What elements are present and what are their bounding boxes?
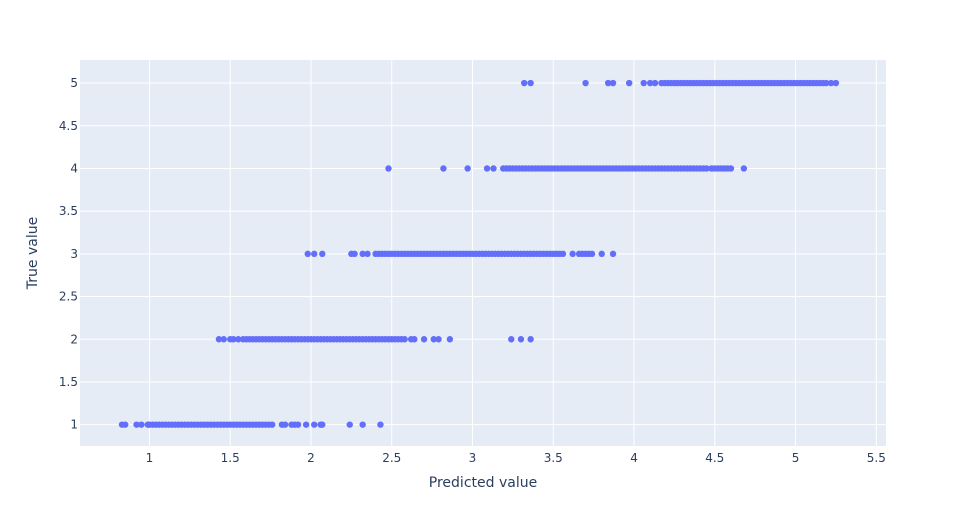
data-point <box>640 79 647 87</box>
data-point <box>319 250 326 258</box>
data-point <box>385 165 392 172</box>
data-point <box>377 421 384 428</box>
data-point <box>430 336 437 343</box>
y-tick-label: 5 <box>70 76 78 90</box>
x-tick-label: 1.5 <box>221 451 240 465</box>
data-point <box>823 79 830 87</box>
data-point <box>588 250 596 258</box>
y-tick-label: 4.5 <box>59 119 78 133</box>
data-point <box>133 421 140 428</box>
x-tick-label: 3 <box>469 451 477 465</box>
data-point <box>703 165 710 172</box>
data-point <box>582 79 589 87</box>
data-point <box>483 165 491 172</box>
data-point <box>464 165 471 172</box>
x-tick-label: 2 <box>307 451 315 465</box>
data-point <box>508 336 515 343</box>
data-point <box>359 421 366 428</box>
data-point <box>827 79 835 87</box>
y-axis-title: True value <box>25 217 41 290</box>
data-point <box>294 421 302 428</box>
y-axis-ticks: 1 1.5 2 2.5 3 3.5 4 4.5 5 <box>59 76 78 432</box>
data-point <box>411 336 418 343</box>
data-point <box>609 250 617 258</box>
data-point <box>122 421 129 428</box>
y-tick-label: 1 <box>70 418 78 432</box>
data-point <box>740 165 748 172</box>
x-tick-label: 2.5 <box>382 451 401 465</box>
data-point <box>651 79 659 87</box>
data-point <box>440 165 447 172</box>
data-point <box>346 421 353 428</box>
data-point <box>311 250 318 258</box>
y-tick-label: 2 <box>70 332 78 346</box>
data-point <box>598 250 605 258</box>
x-tick-label: 3.5 <box>544 451 563 465</box>
x-tick-label: 5.5 <box>867 451 886 465</box>
x-axis-title: Predicted value <box>429 475 537 491</box>
data-point <box>420 336 428 343</box>
data-point <box>401 336 408 343</box>
data-point <box>138 421 145 428</box>
y-tick-label: 4 <box>70 161 78 175</box>
data-point <box>359 250 366 258</box>
data-point <box>351 250 358 258</box>
y-tick-label: 3 <box>70 247 78 261</box>
data-point <box>235 336 242 343</box>
data-point <box>446 336 454 343</box>
data-point <box>569 250 576 258</box>
data-point <box>604 79 612 87</box>
data-point <box>220 336 227 343</box>
data-point <box>609 79 617 87</box>
data-point <box>646 79 654 87</box>
data-point <box>364 250 371 258</box>
data-point <box>304 250 311 258</box>
y-tick-label: 1.5 <box>59 375 78 389</box>
data-point <box>281 421 289 428</box>
data-point <box>311 421 318 428</box>
x-tick-label: 4 <box>630 451 638 465</box>
data-point <box>625 79 633 87</box>
data-point <box>269 421 276 428</box>
data-point <box>832 79 840 87</box>
data-points <box>118 79 840 428</box>
x-axis-ticks: 1 1.5 2 2.5 3 3.5 4 4.5 5 5.5 <box>146 451 886 465</box>
data-point <box>230 336 237 343</box>
data-point <box>517 336 525 343</box>
data-point <box>435 336 442 343</box>
data-point <box>215 336 223 343</box>
x-tick-label: 1 <box>146 451 154 465</box>
data-point <box>490 165 497 172</box>
data-point <box>319 421 326 428</box>
data-point <box>527 79 534 87</box>
x-tick-label: 4.5 <box>705 451 724 465</box>
data-point <box>520 79 528 87</box>
data-point <box>302 421 310 428</box>
data-point <box>527 336 534 343</box>
x-tick-label: 5 <box>792 451 800 465</box>
data-point <box>727 165 735 172</box>
y-tick-label: 3.5 <box>59 204 78 218</box>
y-tick-label: 2.5 <box>59 290 78 304</box>
data-point <box>559 250 567 258</box>
